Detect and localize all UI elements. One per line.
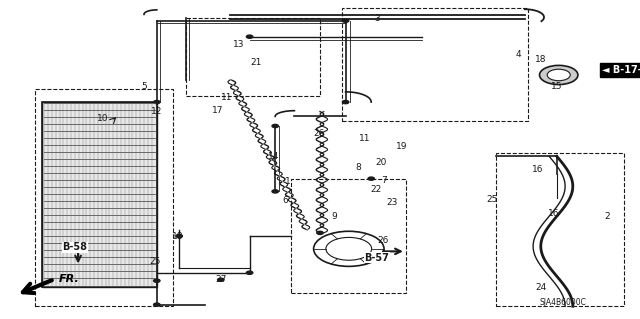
Circle shape (317, 231, 323, 234)
Text: 21: 21 (250, 58, 262, 67)
Text: 7: 7 (381, 176, 387, 185)
Text: 18: 18 (172, 232, 183, 241)
Text: 9: 9 (332, 212, 337, 221)
Bar (186, 18, 320, 96)
Text: 20: 20 (375, 158, 387, 167)
Circle shape (547, 69, 570, 81)
Text: 8: 8 (356, 163, 361, 172)
Text: 25: 25 (486, 195, 498, 204)
Circle shape (342, 19, 349, 22)
Text: 17: 17 (212, 106, 223, 115)
Text: FR.: FR. (59, 274, 79, 284)
Text: 19: 19 (396, 142, 408, 151)
Text: 24: 24 (535, 283, 547, 292)
Circle shape (368, 177, 374, 180)
Circle shape (154, 279, 160, 282)
Text: 2: 2 (604, 212, 609, 221)
Text: 11: 11 (359, 134, 371, 143)
Circle shape (272, 190, 278, 193)
Text: 13: 13 (233, 40, 244, 49)
Bar (496, 153, 624, 306)
Circle shape (246, 271, 253, 274)
Text: 10: 10 (97, 114, 108, 122)
Text: 27: 27 (215, 275, 227, 284)
Bar (35, 89, 173, 306)
Text: SJA4B6000C: SJA4B6000C (540, 298, 587, 307)
Text: 3: 3 (375, 14, 380, 23)
Text: 14: 14 (268, 152, 280, 161)
Text: B-58: B-58 (62, 242, 88, 252)
Circle shape (218, 278, 224, 281)
Text: 4: 4 (516, 50, 521, 59)
Text: 23: 23 (387, 198, 398, 207)
Text: ◄ B-17-20: ◄ B-17-20 (602, 64, 640, 75)
Bar (42, 102, 157, 287)
Circle shape (540, 65, 578, 85)
Text: 22: 22 (371, 185, 382, 194)
Text: 18: 18 (535, 55, 547, 63)
Circle shape (154, 303, 160, 306)
Text: 1: 1 (285, 177, 291, 186)
Text: 15: 15 (551, 82, 563, 91)
Text: 16: 16 (532, 165, 543, 174)
Bar (342, 8, 528, 121)
Text: 26: 26 (313, 130, 324, 138)
Text: 5: 5 (141, 82, 147, 91)
Bar (42, 102, 157, 287)
Text: 12: 12 (151, 107, 163, 116)
Circle shape (176, 234, 182, 238)
Text: 26: 26 (378, 236, 389, 245)
Circle shape (246, 35, 253, 38)
Text: 6: 6 (282, 197, 287, 205)
Circle shape (272, 124, 278, 128)
Text: B-57: B-57 (365, 253, 389, 263)
Text: 11: 11 (221, 93, 233, 102)
Text: 25: 25 (150, 257, 161, 266)
Text: 16: 16 (548, 209, 559, 218)
Circle shape (342, 100, 349, 104)
Circle shape (154, 100, 160, 104)
Bar (291, 179, 406, 293)
